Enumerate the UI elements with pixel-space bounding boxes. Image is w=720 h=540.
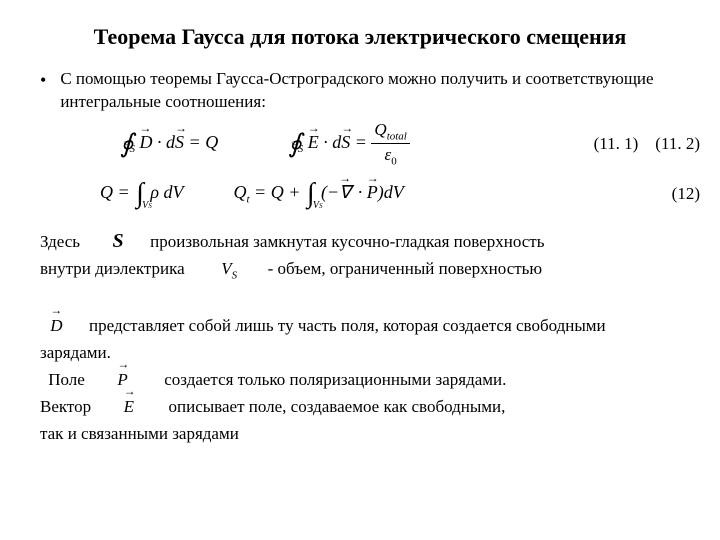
- text-p2-l2a: Поле: [48, 370, 85, 389]
- slide-title: Теорема Гаусса для потока электрического…: [40, 24, 680, 50]
- equation-12a: Q = ∫VS ρ dV: [100, 178, 183, 210]
- text-p2-l3b: описывает поле, создаваемое как свободны…: [169, 397, 506, 416]
- paragraph-1: Здесь S произвольная замкнутая кусочно-г…: [40, 226, 680, 284]
- equation-11-2: ∮○S E · dS = Qtotal ε0: [288, 120, 410, 168]
- equation-row-2: Q = ∫VS ρ dV Qt = Q + ∫VS (−∇ · P)dV (12…: [100, 178, 680, 210]
- text-p1-1: произвольная замкнутая кусочно-гладкая п…: [150, 232, 544, 251]
- bullet-dot: •: [40, 70, 46, 91]
- paragraph-2: D представляет собой лишь ту часть поля,…: [40, 312, 680, 448]
- eq-label-11-1: (11. 1): [594, 134, 639, 153]
- equation-11-1: ∮○S D · dS = Q: [120, 129, 218, 159]
- bullet-item: • С помощью теоремы Гаусса-Остроградског…: [40, 68, 680, 114]
- symbol-D: D: [50, 312, 62, 339]
- equation-12b: Qt = Q + ∫VS (−∇ · P)dV: [233, 178, 403, 210]
- text-p2-l4: так и связанными зарядами: [40, 424, 239, 443]
- text-p1-2a: внутри диэлектрика: [40, 259, 185, 278]
- symbol-Vs: VS: [221, 259, 237, 278]
- bullet-text: С помощью теоремы Гаусса-Остроградского …: [60, 68, 680, 114]
- eq-labels-row1: (11. 1) (11. 2): [594, 134, 700, 154]
- equation-row-1: ∮○S D · dS = Q ∮○S E · dS = Qtotal ε0 (1…: [120, 120, 680, 168]
- text-p2-l2b: создается только поляризационными заряда…: [164, 370, 506, 389]
- symbol-S: S: [113, 230, 124, 252]
- symbol-E: E: [124, 393, 134, 420]
- eq-label-11-2: (11. 2): [655, 134, 700, 153]
- text-p2-l3a: Вектор: [40, 397, 91, 416]
- eq-label-12: (12): [672, 184, 700, 204]
- text-here: Здесь: [40, 232, 80, 251]
- text-p1-2b: - объем, ограниченный поверхностью: [268, 259, 543, 278]
